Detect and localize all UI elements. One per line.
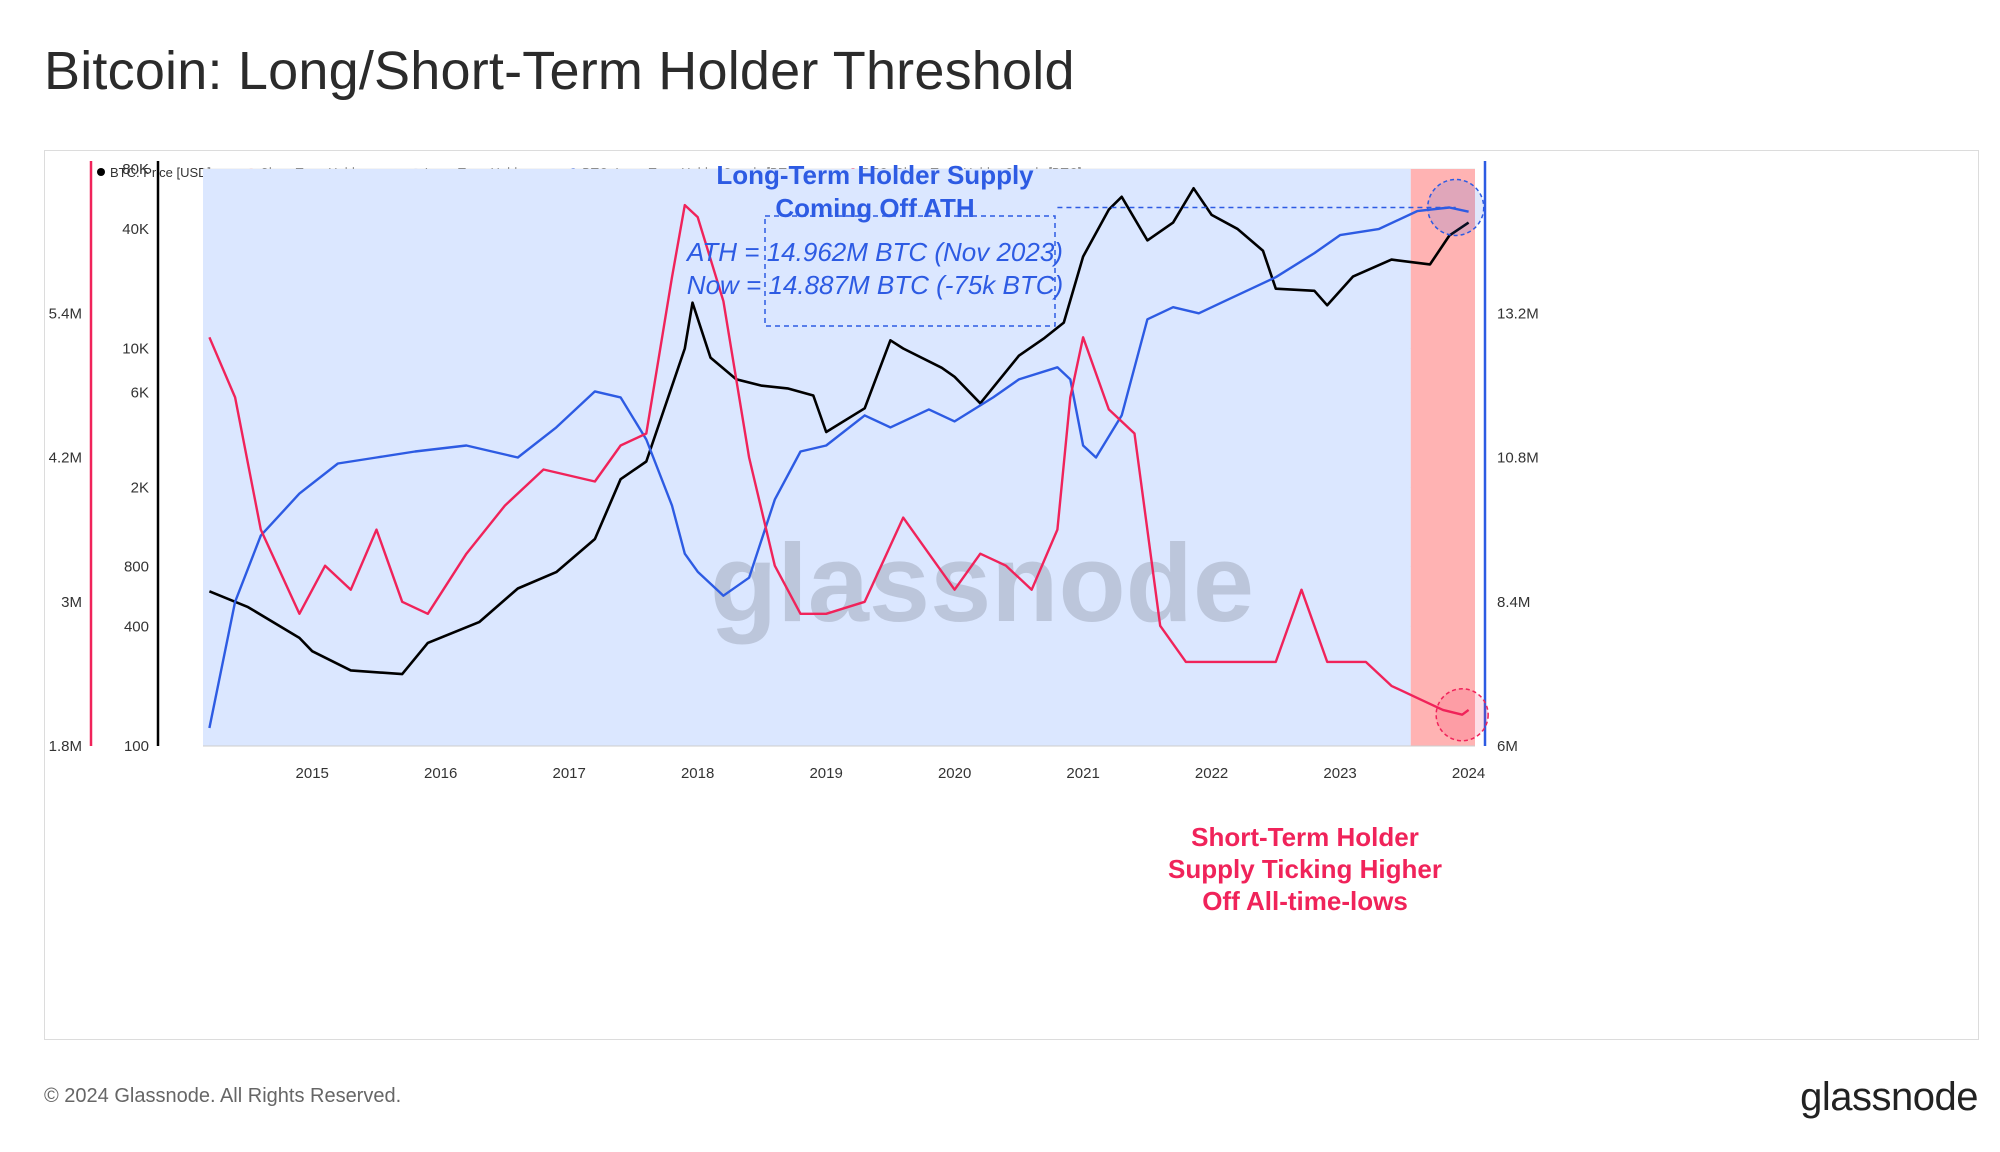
legend-label-0: BTC: Price [USD]: [110, 165, 211, 180]
footer-copyright: © 2024 Glassnode. All Rights Reserved.: [44, 1085, 402, 1107]
x-tick-2024: 2024: [1452, 765, 1485, 782]
x-tick-2020: 2020: [938, 765, 971, 782]
lth-supply-line: [208, 206, 1469, 729]
page-title: Bitcoin: Long/Short-Term Holder Threshol…: [44, 41, 1075, 101]
glassnode-logo: glassnode: [1800, 1075, 1978, 1119]
x-tick-2022: 2022: [1195, 765, 1228, 782]
price-tick-1: 40K: [122, 221, 149, 238]
axes: 80K 40K 10K 6K 2K 800 400 100 5.4M 4.2M 3M 1.8M 13.2…: [49, 161, 1539, 782]
sth-title-line-3: Off All-time-lows: [1202, 886, 1408, 916]
sth-tick-0: 5.4M: [49, 305, 82, 322]
lth-regime-fill: [203, 169, 1411, 746]
lth-ath-highlight-circle: [1426, 178, 1485, 237]
lth-title-line-1: Long-Term Holder Supply: [716, 160, 1034, 190]
lth-tick-3: 6M: [1497, 738, 1518, 755]
x-tick-2021: 2021: [1066, 765, 1099, 782]
price-tick-5: 800: [124, 559, 149, 576]
x-tick-2015: 2015: [296, 765, 329, 782]
lth-tick-0: 13.2M: [1497, 305, 1539, 322]
price-tick-0: 80K: [122, 161, 149, 178]
series-lines: [208, 186, 1470, 729]
x-tick-2018: 2018: [681, 765, 714, 782]
chart-panel: BTC: Price [USD]Short-Term HoldersLong-T…: [44, 150, 1979, 1040]
lth-annotation-box: [764, 215, 1056, 327]
lth-tick-1: 10.8M: [1497, 450, 1539, 467]
price-tick-7: 100: [124, 738, 149, 755]
sth-title-line-1: Short-Term Holder: [1191, 822, 1419, 852]
x-tick-2017: 2017: [552, 765, 585, 782]
area-fills: [203, 169, 1475, 746]
price-tick-3: 6K: [131, 385, 149, 402]
sth-supply-line: [208, 203, 1470, 716]
lth-title-line-2: Coming Off ATH: [775, 193, 974, 223]
sth-tick-2: 3M: [61, 594, 82, 611]
price-line: [208, 186, 1470, 676]
price-tick-2: 10K: [122, 340, 149, 357]
lth-detail-line-2: Now = 14.887M BTC (-75k BTC): [687, 270, 1063, 300]
lth-tick-2: 8.4M: [1497, 594, 1530, 611]
sth-tick-3: 1.8M: [49, 738, 82, 755]
sth-tick-1: 4.2M: [49, 450, 82, 467]
price-tick-4: 2K: [131, 479, 149, 496]
x-tick-2023: 2023: [1323, 765, 1356, 782]
x-tick-2019: 2019: [809, 765, 842, 782]
sth-title-line-2: Supply Ticking Higher: [1168, 854, 1442, 884]
sth-regime-fill: [1410, 169, 1475, 746]
chart-svg: BTC: Price [USD]Short-Term HoldersLong-T…: [49, 160, 1539, 916]
legend-marker-0: [97, 168, 105, 176]
lth-detail-line-1: ATH = 14.962M BTC (Nov 2023): [685, 237, 1063, 267]
sth-low-highlight-circle: [1435, 687, 1489, 742]
x-tick-2016: 2016: [424, 765, 457, 782]
price-tick-6: 400: [124, 618, 149, 635]
watermark-text: glassnode: [710, 522, 1254, 645]
